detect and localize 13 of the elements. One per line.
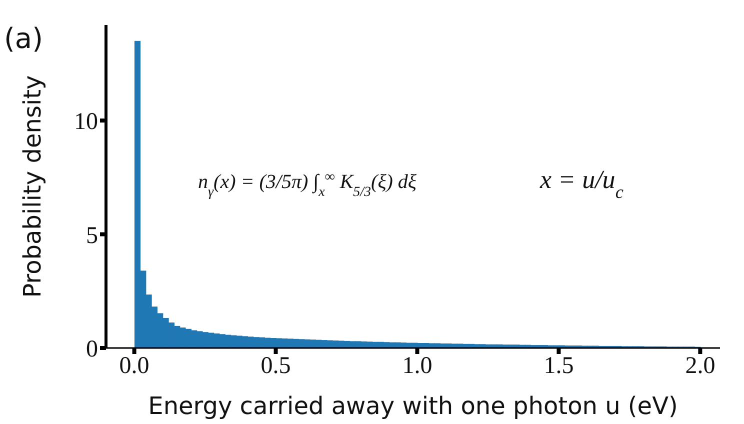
y-axis-title: Probability density bbox=[18, 75, 47, 298]
text: (a) bbox=[4, 22, 44, 55]
x-tick-label: 1.5 bbox=[544, 353, 574, 380]
annotation: x = u/u$_{c}$ bbox=[539, 165, 624, 202]
x-tick-label: 1.0 bbox=[402, 353, 432, 380]
x-tick-label: 0.5 bbox=[260, 353, 291, 380]
x-tick-label: 2.0 bbox=[685, 353, 716, 380]
x-axis-title: Energy carried away with one photon u (eV) bbox=[148, 392, 678, 420]
annotation: n$_{γ}$(x) = (3/5π) ∫$_{x}$$^{∞}$ K$_{5/3}$(ξ) dξ bbox=[198, 170, 417, 200]
y-tick-label: 0 bbox=[86, 336, 98, 363]
y-tick-label: 5 bbox=[86, 222, 98, 249]
x-tick-label: 0.0 bbox=[119, 353, 150, 380]
y-tick-label: 10 bbox=[74, 109, 98, 136]
